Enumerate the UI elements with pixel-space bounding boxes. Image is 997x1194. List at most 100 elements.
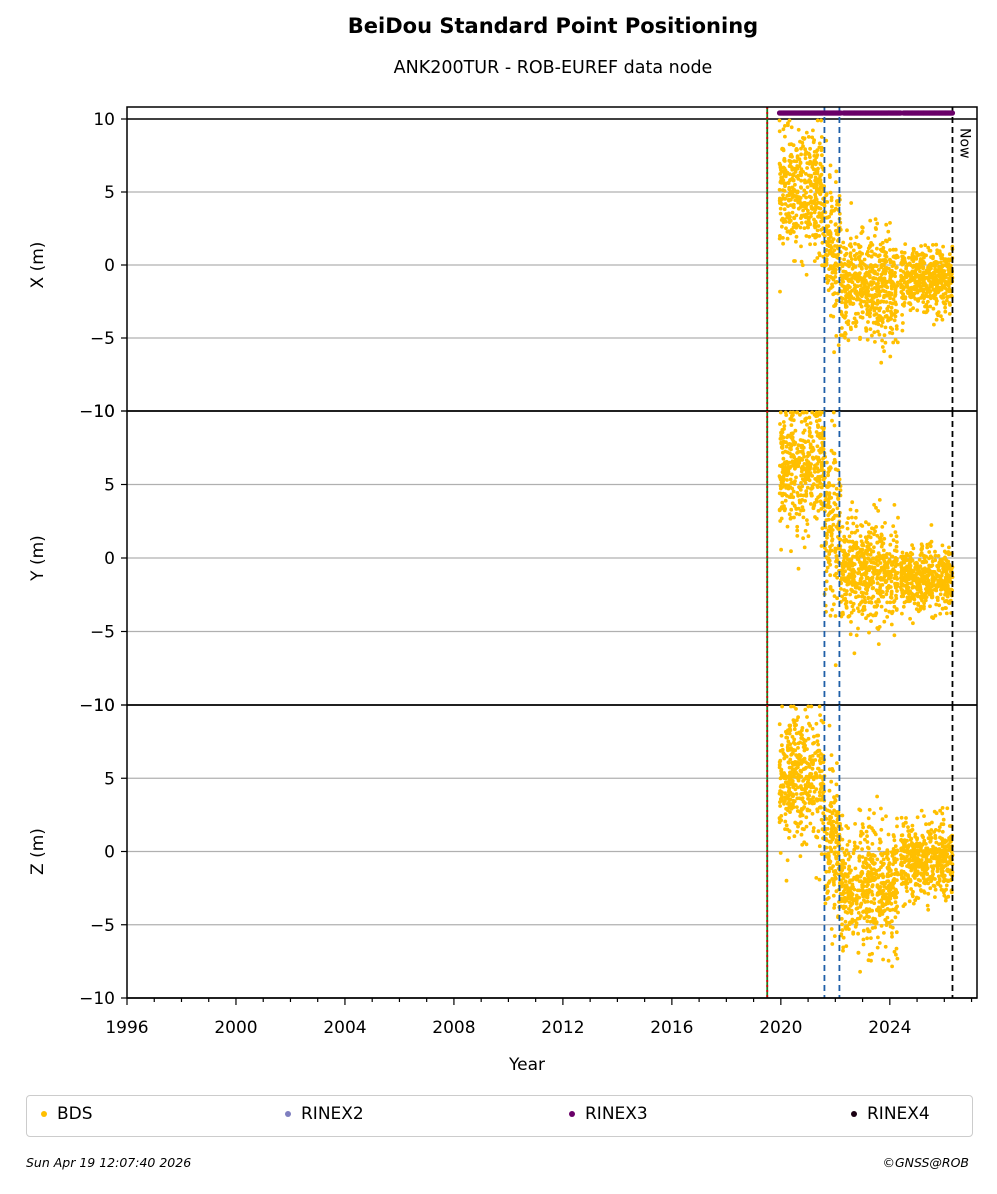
data-point xyxy=(785,793,790,798)
data-point xyxy=(786,739,791,744)
data-point xyxy=(900,313,904,317)
data-point xyxy=(871,594,876,599)
data-point xyxy=(871,549,876,554)
data-point xyxy=(809,486,814,491)
data-point xyxy=(928,289,933,294)
data-point xyxy=(878,561,883,565)
data-point xyxy=(922,556,927,561)
data-point xyxy=(899,278,903,283)
data-point xyxy=(865,575,870,580)
data-point xyxy=(807,415,812,420)
data-point xyxy=(890,611,894,616)
data-point xyxy=(835,761,839,765)
data-point xyxy=(781,491,786,496)
data-point xyxy=(791,489,796,494)
data-point xyxy=(928,886,933,891)
data-point xyxy=(947,257,952,262)
data-point xyxy=(947,573,951,578)
data-point xyxy=(919,252,924,257)
data-point xyxy=(946,284,951,288)
data-point xyxy=(780,470,785,474)
data-point xyxy=(888,600,893,605)
data-point xyxy=(813,751,818,755)
data-point xyxy=(922,814,926,818)
data-point xyxy=(884,579,889,584)
data-point xyxy=(777,187,782,192)
data-point xyxy=(883,325,888,330)
data-point xyxy=(899,250,904,255)
data-point xyxy=(938,808,942,813)
data-point xyxy=(885,600,890,605)
data-point xyxy=(885,900,889,904)
data-point xyxy=(817,468,822,473)
data-point xyxy=(865,309,870,314)
data-point xyxy=(810,726,815,731)
data-point xyxy=(868,270,873,274)
data-point xyxy=(904,820,908,825)
data-point xyxy=(784,731,789,736)
data-point xyxy=(786,486,791,491)
data-point xyxy=(826,513,831,518)
data-point xyxy=(834,782,839,787)
data-point xyxy=(808,443,813,448)
data-point xyxy=(802,454,806,459)
data-point xyxy=(847,900,852,904)
data-point xyxy=(779,547,783,552)
data-point xyxy=(840,813,845,818)
data-point xyxy=(865,840,870,844)
data-point xyxy=(928,832,933,836)
data-point xyxy=(937,878,942,883)
data-point xyxy=(931,280,935,284)
data-point xyxy=(934,242,939,247)
data-point xyxy=(799,792,803,796)
data-point xyxy=(889,284,894,288)
data-point xyxy=(885,907,890,911)
data-point xyxy=(817,234,822,238)
data-point xyxy=(781,147,786,152)
data-point xyxy=(889,533,893,538)
data-point xyxy=(780,446,785,450)
data-point xyxy=(814,456,819,460)
data-point xyxy=(893,915,898,920)
data-point xyxy=(779,218,784,222)
data-point xyxy=(878,318,882,322)
data-point xyxy=(843,887,847,892)
data-point xyxy=(881,857,886,862)
data-point xyxy=(934,302,939,306)
data-point xyxy=(795,524,800,529)
data-point xyxy=(908,878,913,883)
data-point xyxy=(892,949,897,954)
data-point xyxy=(787,829,792,834)
data-point xyxy=(912,601,917,606)
series-bds xyxy=(777,118,955,365)
data-point xyxy=(820,785,825,790)
data-point xyxy=(787,220,792,225)
data-point xyxy=(858,335,862,340)
data-point xyxy=(794,707,798,711)
data-point xyxy=(907,899,912,904)
data-point xyxy=(858,283,863,288)
data-point xyxy=(793,479,797,483)
data-point xyxy=(840,525,845,529)
data-point xyxy=(848,890,853,894)
data-point xyxy=(805,761,810,766)
data-point xyxy=(919,604,923,609)
data-point xyxy=(914,268,918,272)
data-point xyxy=(804,272,809,277)
data-point xyxy=(899,564,904,569)
data-point xyxy=(947,545,951,550)
data-point xyxy=(875,945,880,950)
data-point xyxy=(834,513,839,518)
data-point xyxy=(885,566,890,570)
data-point xyxy=(877,290,882,295)
data-point xyxy=(872,270,876,275)
data-point xyxy=(909,274,914,279)
data-point xyxy=(846,319,851,324)
data-point xyxy=(908,301,912,305)
data-point xyxy=(919,542,924,547)
data-point xyxy=(836,497,841,501)
data-point xyxy=(883,893,887,898)
data-point xyxy=(948,840,952,844)
data-point xyxy=(794,475,798,480)
data-point xyxy=(832,350,836,355)
